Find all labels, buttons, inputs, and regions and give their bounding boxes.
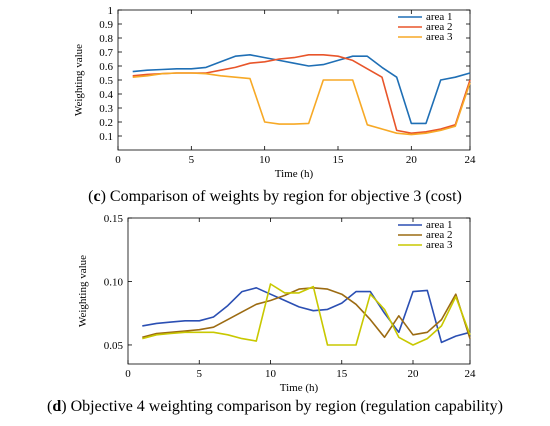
chart-c-series-line-area-1 bbox=[132, 53, 471, 125]
caption-d-text: ) Objective 4 weighting comparison by re… bbox=[61, 398, 503, 415]
chart-d-series-line-area-3 bbox=[142, 283, 471, 346]
chart-d-x-tick-label: 24 bbox=[465, 368, 477, 380]
chart-d-svg: 0 5 10 15 20 24 0.05 0.10 0.15 Time (h) Weighting … bbox=[77, 213, 477, 394]
chart-c-series-line-area-3 bbox=[132, 72, 471, 136]
chart-c-y-tick-label: 0.6 bbox=[99, 61, 113, 73]
chart-c-svg: 0 5 10 15 20 24 0.1 0.2 0.3 0.4 0.5 0.6 0.7 0.8 0.9 1 Ti… bbox=[73, 5, 477, 180]
chart-c-legend-label-area-2: area 2 bbox=[426, 21, 453, 33]
chart-c-x-tick-label: 15 bbox=[333, 154, 345, 166]
chart-c-y-tick-label: 0.3 bbox=[99, 103, 113, 115]
chart-c-y-tick-label: 0.9 bbox=[99, 19, 113, 31]
chart-c-y-tick-label: 0.7 bbox=[99, 47, 113, 59]
chart-c-y-tick-label: 0.1 bbox=[99, 131, 113, 143]
chart-c-legend-label-area-1: area 1 bbox=[426, 11, 453, 23]
caption-c-text: Comparison of weights by region for obje… bbox=[105, 188, 462, 205]
chart-c-x-tick-label: 20 bbox=[406, 154, 418, 166]
chart-d-y-tick-label: 0.15 bbox=[104, 213, 124, 225]
chart-c-y-tick-label: 0.4 bbox=[99, 89, 113, 101]
chart-c-x-tick-label: 5 bbox=[189, 154, 195, 166]
caption-d: (d) Objective 4 weighting comparison by … bbox=[47, 398, 503, 415]
chart-c-y-tick-label: 0.8 bbox=[99, 33, 113, 45]
chart-d-plot-frame bbox=[127, 217, 471, 365]
chart-c-y-tick-label: 0.2 bbox=[99, 117, 113, 129]
chart-d-y-tick-label: 0.05 bbox=[104, 340, 124, 352]
chart-d-series-line-area-1 bbox=[142, 287, 471, 344]
chart-d-legend-label-area-3: area 3 bbox=[426, 239, 453, 251]
chart-c-x-axis-title: Time (h) bbox=[275, 168, 314, 180]
chart-c-x-tick-label: 10 bbox=[259, 154, 271, 166]
chart-c-legend-label-area-3: area 3 bbox=[426, 31, 453, 43]
caption-c: (c) Comparison of weights by region for … bbox=[88, 188, 462, 205]
chart-c-y-tick-label: 1 bbox=[108, 5, 114, 17]
caption-c-letter: c bbox=[93, 188, 101, 205]
chart-d-legend-label-area-1: area 1 bbox=[426, 219, 453, 231]
chart-d-x-tick-label: 5 bbox=[197, 368, 203, 380]
chart-d-x-tick-label: 10 bbox=[265, 368, 277, 380]
chart-c-plot-frame bbox=[117, 9, 471, 151]
caption-d-letter: d bbox=[52, 398, 62, 415]
chart-d-legend-label-area-2: area 2 bbox=[426, 229, 453, 241]
chart-c-x-tick-label: 0 bbox=[115, 154, 121, 166]
chart-c-x-tick-label: 24 bbox=[465, 154, 477, 166]
chart-d-x-axis-title: Time (h) bbox=[280, 382, 319, 394]
chart-c-y-axis-title: Weighting value bbox=[73, 44, 85, 116]
chart-panel-c: 0 5 10 15 20 24 0.1 0.2 0.3 0.4 0.5 0.6 0.7 0.8 0.9 1 Ti… bbox=[0, 0, 550, 210]
chart-d-y-axis-title: Weighting value bbox=[77, 255, 89, 327]
chart-d-x-tick-label: 15 bbox=[336, 368, 348, 380]
chart-d-x-tick-label: 0 bbox=[125, 368, 131, 380]
chart-c-y-tick-label: 0.5 bbox=[99, 75, 113, 87]
chart-panel-d: 0 5 10 15 20 24 0.05 0.10 0.15 Time (h) Weighting … bbox=[0, 210, 550, 426]
chart-d-x-tick-label: 20 bbox=[408, 368, 420, 380]
chart-d-y-tick-label: 0.10 bbox=[104, 276, 124, 288]
chart-d-series-line-area-2 bbox=[142, 287, 471, 339]
chart-c-series-line-area-2 bbox=[132, 53, 471, 134]
